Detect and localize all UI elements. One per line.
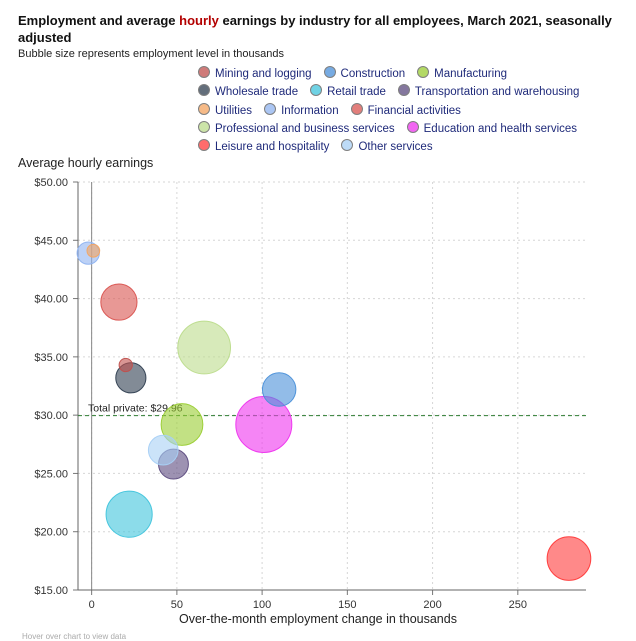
legend-swatch xyxy=(406,120,419,133)
y-tick-label: $45.00 xyxy=(34,235,68,247)
bubble-financial-activities[interactable] xyxy=(100,283,138,321)
legend-label: Other services xyxy=(358,141,433,154)
y-tick-label: $40.00 xyxy=(34,294,68,306)
legend-row: Utilities Information Financial activities xyxy=(198,102,591,121)
y-tick-label: $15.00 xyxy=(34,585,68,597)
bubble-manufacturing[interactable] xyxy=(160,403,204,446)
title-highlight: hourly xyxy=(179,13,219,28)
legend-swatch xyxy=(341,139,354,152)
legend-item[interactable]: Financial activities xyxy=(350,102,461,117)
legend-label: Construction xyxy=(340,68,406,80)
legend-label: Financial activities xyxy=(367,104,461,117)
bubble-professional-and-business-services[interactable] xyxy=(177,320,232,375)
legend-swatch xyxy=(198,66,210,78)
bubble-retail-trade[interactable] xyxy=(105,490,153,538)
legend-label: Information xyxy=(281,104,339,117)
x-tick-label: 50 xyxy=(171,599,183,610)
bubble-chart[interactable]: $15.00 $20.00 $25.00 $30.00 $35.00 $40.00 $45.… xyxy=(0,150,636,610)
x-tick-label: 250 xyxy=(509,599,527,610)
legend-swatch xyxy=(198,84,210,97)
x-tick-label: 200 xyxy=(423,599,441,610)
legend-swatch xyxy=(350,102,363,115)
x-tick-label: 0 xyxy=(89,599,95,610)
y-tick-label: $20.00 xyxy=(34,527,68,539)
legend-swatch xyxy=(310,84,323,97)
legend-label: Retail trade xyxy=(327,86,386,99)
legend-item[interactable]: Information xyxy=(264,102,339,117)
legend-label: Wholesale trade xyxy=(215,86,299,99)
chart-title: Employment and average hourly earnings b… xyxy=(18,12,618,46)
bubble-utilities[interactable] xyxy=(86,243,101,258)
legend-item[interactable]: Mining and logging xyxy=(198,66,312,80)
y-tick-label: $30.00 xyxy=(34,410,68,422)
legend-item[interactable]: Education and health services xyxy=(406,120,578,135)
legend-swatch xyxy=(264,102,277,115)
x-axis-label: Over-the-month employment change in thou… xyxy=(179,612,457,626)
legend-item[interactable]: Transportation and warehousing xyxy=(397,84,580,99)
bubble-construction[interactable] xyxy=(261,372,297,407)
x-tick-label: 100 xyxy=(253,599,271,610)
legend-item[interactable]: Retail trade xyxy=(310,84,386,98)
legend-item[interactable]: Wholesale trade xyxy=(198,84,298,98)
legend-label: Manufacturing xyxy=(434,68,507,80)
y-tick-label: $35.00 xyxy=(34,352,68,364)
y-tick-label: $25.00 xyxy=(34,468,68,480)
title-text-end: earnings by industry for all employees, … xyxy=(18,13,612,45)
legend-label: Mining and logging xyxy=(215,68,312,80)
legend-row: Mining and logging Construction Manufactur… xyxy=(198,66,591,84)
legend-item[interactable]: Leisure and hospitality xyxy=(198,139,329,153)
bubble-leisure-and-hospitality[interactable] xyxy=(546,536,592,581)
legend-swatch xyxy=(198,102,210,115)
x-tick-label: 150 xyxy=(338,599,356,610)
legend-swatch xyxy=(198,139,210,152)
chart-subtitle: Bubble size represents employment level … xyxy=(18,48,284,60)
y-axis-label: Average hourly earnings xyxy=(18,156,154,170)
reference-line-label: Total private: $29.96 xyxy=(88,403,183,415)
legend-swatch xyxy=(323,66,336,78)
legend-swatch xyxy=(198,120,210,133)
title-text: Employment and average xyxy=(18,13,180,28)
legend-label: Leisure and hospitality xyxy=(215,141,330,154)
legend: Mining and logging Construction Manufactur… xyxy=(198,66,591,157)
legend-item[interactable]: Construction xyxy=(323,66,406,80)
legend-swatch xyxy=(417,66,430,78)
legend-label: Utilities xyxy=(215,104,253,117)
legend-label: Transportation and warehousing xyxy=(414,86,580,99)
legend-row: Wholesale trade Retail trade Transportatio… xyxy=(198,84,591,102)
legend-item[interactable]: Utilities xyxy=(198,102,253,117)
legend-row: Professional and business services Educat… xyxy=(198,120,591,139)
legend-swatch xyxy=(397,84,410,97)
legend-label: Professional and business services xyxy=(215,122,395,135)
legend-item[interactable]: Manufacturing xyxy=(417,66,507,80)
bubble-mining-and-logging[interactable] xyxy=(118,357,133,373)
legend-item[interactable]: Other services xyxy=(341,139,433,154)
y-tick-label: $50.00 xyxy=(34,177,68,189)
legend-item[interactable]: Professional and business services xyxy=(198,120,395,135)
legend-row: Leisure and hospitality Other services xyxy=(198,139,591,157)
hover-hint: Hover over chart to view data xyxy=(22,632,127,641)
legend-label: Education and health services xyxy=(423,122,578,135)
bubble-other-services[interactable] xyxy=(147,434,179,466)
